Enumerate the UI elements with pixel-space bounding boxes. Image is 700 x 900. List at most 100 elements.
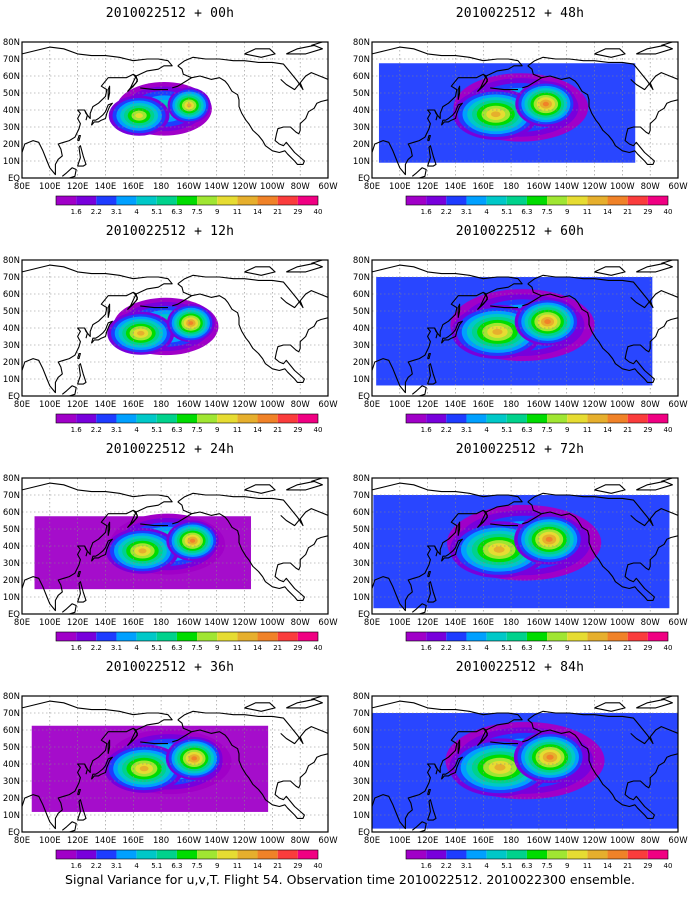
y-tick-label: 30N <box>3 123 20 133</box>
variance-map: 80E 100E 120E 140E 160E 180 160W 140W 120W 100W 80… <box>353 692 688 870</box>
coastline <box>594 702 626 712</box>
colorbar-label: 2.2 <box>441 644 452 652</box>
colorbar-frame <box>405 413 669 424</box>
x-tick-label: 140W <box>554 836 579 846</box>
colorbar-label: 4 <box>484 644 489 652</box>
colorbar-swatch <box>217 632 238 641</box>
colorbar-label: 7.5 <box>542 644 553 652</box>
x-tick-label: 160W <box>527 182 552 192</box>
colorbar-swatch <box>486 850 507 859</box>
colorbar-label: 29 <box>293 426 302 434</box>
x-tick-label: 140E <box>445 400 467 410</box>
x-tick-label: 160E <box>122 618 144 628</box>
coastline <box>427 134 431 142</box>
x-tick-label: 60W <box>668 400 688 410</box>
colorbar-label: 1.6 <box>421 644 433 652</box>
colorbar-label: 2.2 <box>441 426 452 434</box>
x-tick-label: 160W <box>527 836 552 846</box>
coastline <box>490 305 518 309</box>
x-tick-label: 120W <box>232 182 257 192</box>
variance-map: 80E 100E 120E 140E 160E 180 160W 140W 120W 100W 80… <box>3 474 338 652</box>
colorbar-label: 5.1 <box>151 208 162 216</box>
y-tick-label: 60N <box>3 290 20 300</box>
colorbar-swatch <box>197 632 218 641</box>
colorbar-swatch <box>647 414 668 423</box>
colorbar-label: 5.1 <box>501 644 512 652</box>
y-tick-label: 60N <box>353 508 370 518</box>
coastline <box>177 65 328 165</box>
colorbar-label: 11 <box>233 208 242 216</box>
colorbar-label: 5.1 <box>151 862 162 870</box>
colorbar-swatch <box>136 414 157 423</box>
colorbar-label: 5.1 <box>501 208 512 216</box>
coastline <box>527 719 678 819</box>
colorbar-label: 9 <box>215 862 219 870</box>
colorbar-swatch <box>197 196 218 205</box>
variance-contour <box>139 765 149 772</box>
x-tick-label: 160E <box>472 836 494 846</box>
colorbar-label: 6.3 <box>171 644 182 652</box>
colorbar-swatch <box>237 850 258 859</box>
coastline <box>127 291 138 310</box>
coastline <box>630 78 651 91</box>
colorbar-swatch <box>627 414 648 423</box>
coastline <box>22 264 173 394</box>
colorbar-swatch <box>257 196 278 205</box>
colorbar-swatch <box>587 850 608 859</box>
colorbar-label: 11 <box>583 862 592 870</box>
colorbar-swatch <box>647 632 668 641</box>
coastline <box>661 42 678 46</box>
colorbar-label: 1.6 <box>71 426 83 434</box>
y-tick-label: 80N <box>3 256 20 266</box>
x-tick-label: 140W <box>204 618 229 628</box>
y-tick-label: 10N <box>353 375 370 385</box>
colorbar-swatch <box>176 632 198 641</box>
panel-title: 2010022512 + 48h <box>455 6 585 21</box>
map-frame <box>21 477 329 615</box>
variance-contour <box>186 103 192 108</box>
coastline <box>457 85 461 100</box>
colorbar-label: 1.6 <box>421 426 433 434</box>
y-tick-label: 80N <box>353 692 370 702</box>
x-tick-label: 120W <box>232 836 257 846</box>
colorbar-frame <box>405 195 669 206</box>
colorbar-label: 2.2 <box>441 862 452 870</box>
colorbar-swatch <box>116 414 137 423</box>
panel-title: 2010022512 + 36h <box>105 660 235 675</box>
colorbar-swatch <box>406 850 427 859</box>
colorbar-label: 7.5 <box>192 644 203 652</box>
map-frame <box>21 259 329 397</box>
colorbar-label: 4 <box>134 862 139 870</box>
y-tick-label: 10N <box>353 811 370 821</box>
variance-contour <box>545 536 553 542</box>
y-tick-label: 60N <box>3 508 20 518</box>
x-tick-label: 140W <box>554 618 579 628</box>
colorbar-label: 40 <box>314 644 323 652</box>
map-panel: 2010022512 + 60h 80E 100E 120E 140E 160E 180 16… <box>350 218 690 438</box>
colorbar-swatch <box>426 196 447 205</box>
x-tick-label: 60W <box>318 836 338 846</box>
colorbar-swatch <box>277 850 298 859</box>
colorbar-label: 2.2 <box>91 208 102 216</box>
variance-contour <box>491 111 501 118</box>
colorbar-label: 14 <box>253 862 262 870</box>
coastline <box>127 73 138 92</box>
colorbar-swatch <box>426 414 447 423</box>
colorbar-label: 6.3 <box>171 426 182 434</box>
coastline <box>244 266 276 276</box>
coastline <box>84 327 88 339</box>
colorbar-swatch <box>486 632 507 641</box>
map-frame <box>21 41 329 179</box>
colorbar-label: 4 <box>134 208 139 216</box>
x-tick-label: 120W <box>582 836 607 846</box>
colorbar-label: 6.3 <box>521 426 532 434</box>
colorbar-swatch <box>297 850 318 859</box>
x-tick-label: 80E <box>14 836 30 846</box>
y-tick-label: 70N <box>353 709 370 719</box>
y-tick-label: 20N <box>3 576 20 586</box>
colorbar-label: 21 <box>623 208 632 216</box>
variance-map: 80E 100E 120E 140E 160E 180 160W 140W 120W 100W 80… <box>3 692 338 870</box>
colorbar-label: 2.2 <box>441 208 452 216</box>
colorbar-swatch <box>116 632 137 641</box>
y-tick-label: 40N <box>3 542 20 552</box>
